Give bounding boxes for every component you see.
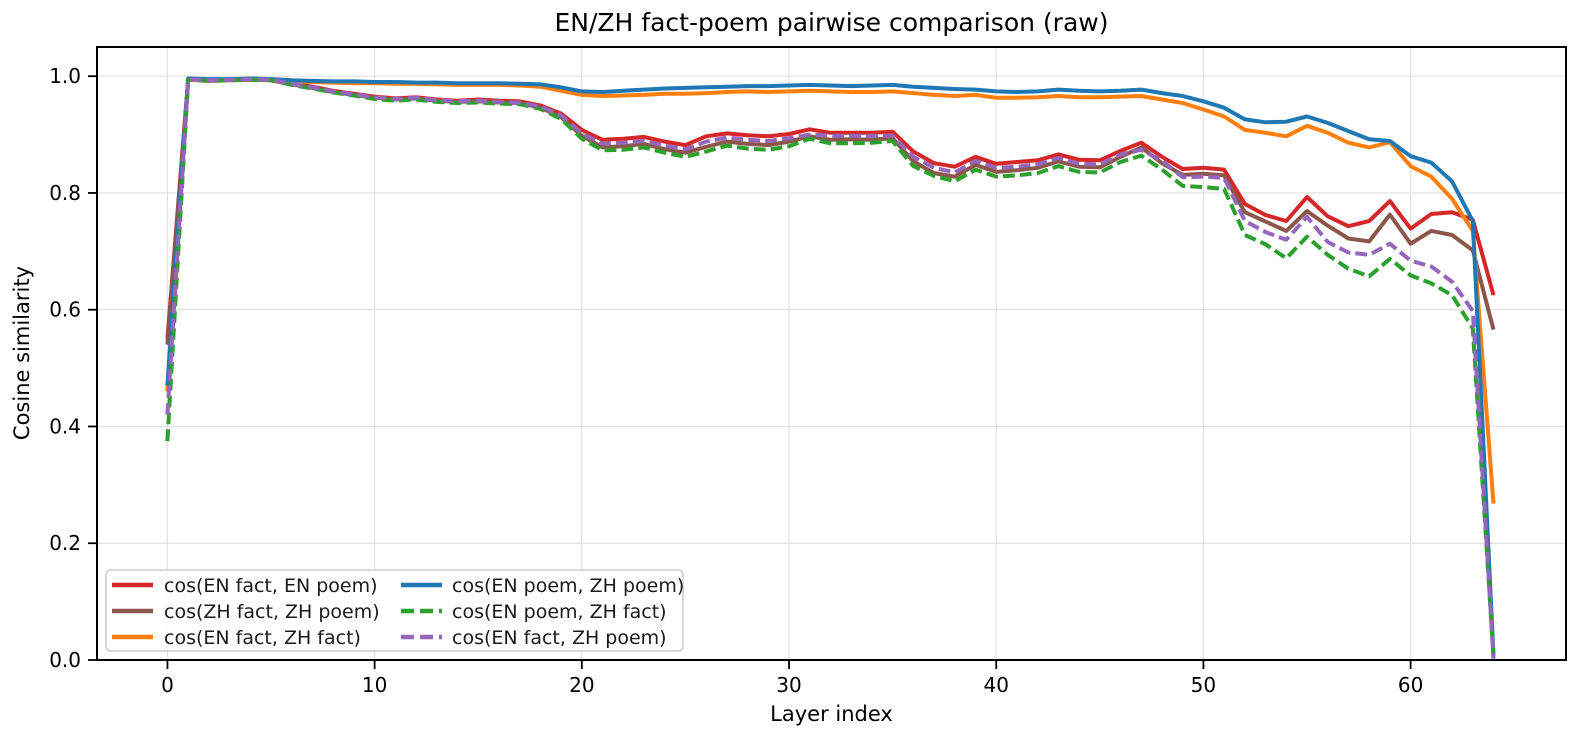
y-tick-label: 0.6 <box>49 298 81 322</box>
y-axis-label: Cosine similarity <box>10 266 34 441</box>
y-axis-label-wrap: Cosine similarity <box>10 47 34 660</box>
legend-label-en-poem-zh-poem: cos(EN poem, ZH poem) <box>452 575 684 597</box>
y-tick-label: 0.4 <box>49 414 81 438</box>
y-tick-label: 0.0 <box>49 648 81 672</box>
legend-label-en-poem-zh-fact: cos(EN poem, ZH fact) <box>452 601 667 623</box>
legend-label-en-fact-en-poem: cos(EN fact, EN poem) <box>164 575 378 597</box>
x-tick-label: 10 <box>362 673 387 697</box>
y-tick-label: 1.0 <box>49 64 81 88</box>
legend-box <box>105 569 684 652</box>
x-tick-label: 20 <box>569 673 594 697</box>
series-line-en-poem-zh-fact <box>165 77 1496 658</box>
legend-label-en-fact-zh-fact: cos(EN fact, ZH fact) <box>164 627 361 649</box>
legend-label-en-fact-zh-poem: cos(EN fact, ZH poem) <box>452 627 667 649</box>
x-tick-label: 30 <box>776 673 801 697</box>
x-tick-label: 40 <box>983 673 1008 697</box>
x-tick-label: 60 <box>1398 673 1423 697</box>
legend-label-zh-fact-zh-poem: cos(ZH fact, ZH poem) <box>164 601 380 623</box>
series-line-en-fact-zh-poem <box>165 77 1496 659</box>
plot-border <box>96 46 1567 661</box>
x-tick-label: 0 <box>161 673 174 697</box>
y-tick-label: 0.8 <box>49 181 81 205</box>
x-tick-label: 50 <box>1191 673 1216 697</box>
series-line-en-poem-zh-poem <box>165 76 1496 656</box>
chart-title: EN/ZH fact-poem pairwise comparison (raw… <box>554 8 1109 37</box>
y-tick-label: 0.2 <box>49 531 81 555</box>
x-axis-label: Layer index <box>770 702 893 726</box>
